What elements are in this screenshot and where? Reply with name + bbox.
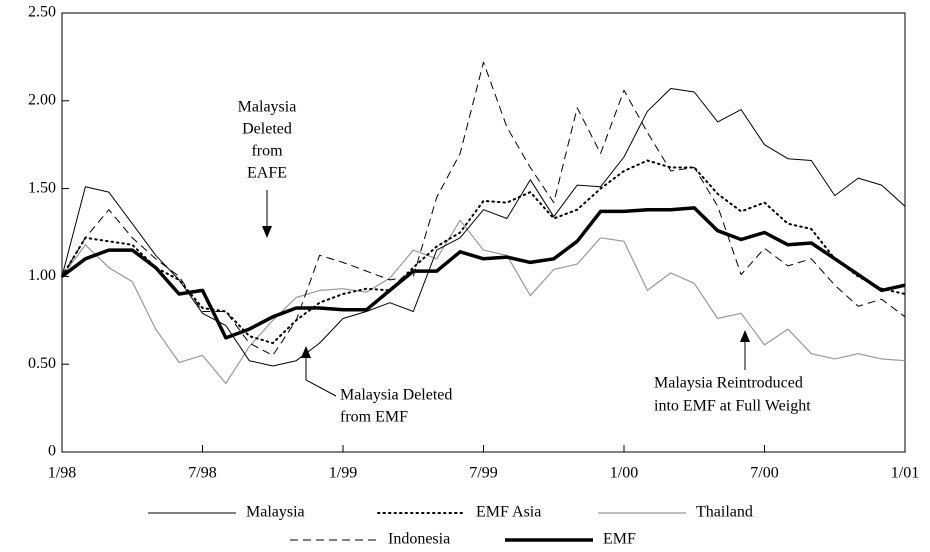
x-tick-label: 1/00	[610, 465, 638, 482]
y-tick-label: 2.50	[28, 4, 56, 21]
arrows	[262, 190, 750, 397]
legend-label: Thailand	[696, 504, 753, 521]
annotation: EAFE	[247, 165, 287, 182]
y-tick-label: 0.50	[28, 355, 56, 372]
annotation: Deleted	[242, 121, 292, 138]
series-line	[61, 219, 906, 385]
legend-label: EMF Asia	[476, 504, 541, 521]
annotation: Malaysia	[238, 99, 297, 116]
series-line	[61, 61, 906, 356]
y-tick-label: 2.00	[28, 91, 56, 108]
y-tick-label: 0	[48, 443, 56, 460]
legend-label: EMF	[603, 531, 636, 548]
annotation: Malaysia Deleted	[340, 387, 452, 404]
x-tick-label: 1/99	[329, 465, 357, 482]
x-tick-label: 7/99	[469, 465, 497, 482]
x-tick-label: 1/01	[891, 465, 919, 482]
series-line	[60, 206, 906, 340]
legend-label: Indonesia	[388, 531, 450, 548]
annotation: into EMF at Full Weight	[654, 398, 811, 415]
x-tick-label: 7/00	[750, 465, 778, 482]
annotation: from EMF	[340, 409, 408, 426]
annotation: Malaysia Reintroduced	[654, 375, 803, 392]
x-tick-label: 7/98	[188, 465, 216, 482]
legend-label: Malaysia	[246, 504, 305, 521]
series-line	[61, 88, 906, 367]
y-tick-label: 1.00	[28, 267, 56, 284]
x-tick-label: 1/98	[48, 465, 76, 482]
annotation: from	[251, 143, 283, 160]
y-tick-label: 1.50	[28, 179, 56, 196]
series-line	[61, 159, 906, 345]
